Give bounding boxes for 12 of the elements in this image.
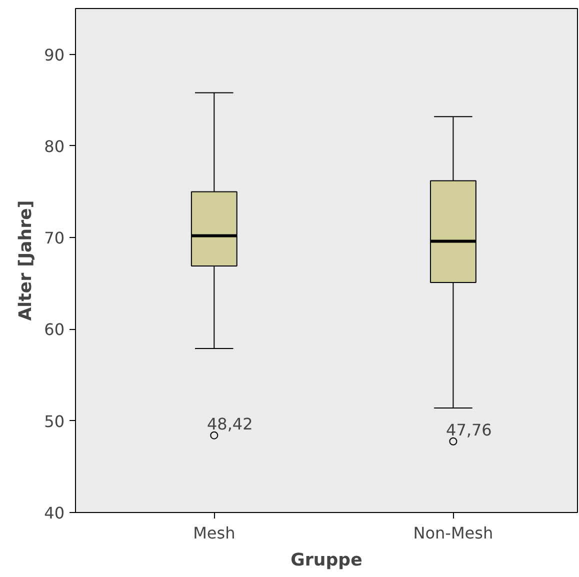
annotation: 47,76 [446,420,492,440]
y-tick-label: 80 [44,136,64,156]
x-tick-label: Mesh [193,524,236,542]
y-tick-label: 40 [44,504,64,522]
y-tick-label: 50 [44,412,64,431]
y-tick-label: 90 [44,45,64,64]
y-tick-label: 70 [44,228,64,248]
y-axis-title: Alter [Jahre] [16,200,36,321]
y-tick-label: 60 [44,320,64,340]
x-tick-label: Non-Mesh [413,524,494,542]
x-axis-title: Gruppe [290,550,362,570]
annotation: 48,42 [206,414,253,434]
